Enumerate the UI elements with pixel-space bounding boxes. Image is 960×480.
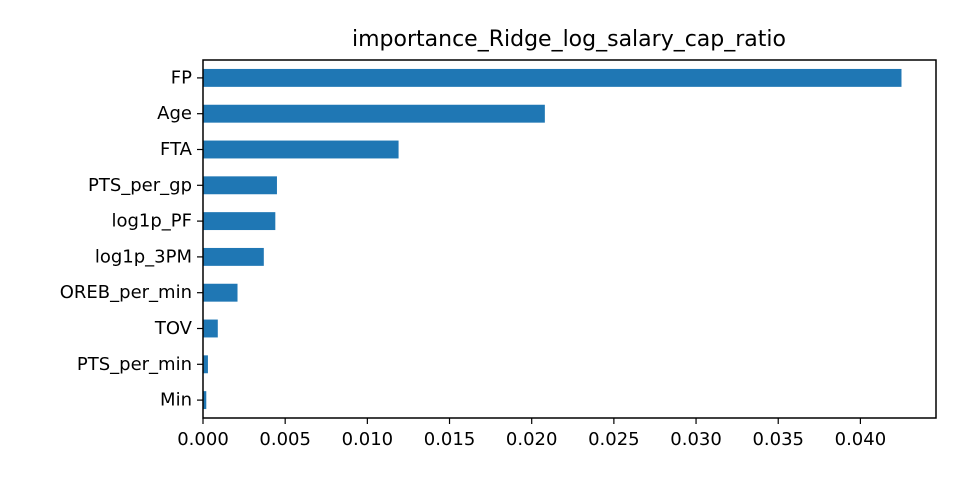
x-tick-label: 0.005 bbox=[259, 429, 311, 450]
bar-log1p_PF bbox=[203, 212, 276, 231]
y-tick-label: FP bbox=[171, 67, 192, 88]
x-axis: 0.000 0.005 0.010 0.015 0.020 0.025 0.030 0.035… bbox=[177, 418, 886, 450]
x-tick-label: 0.015 bbox=[424, 429, 476, 450]
y-tick-label: log1p_3PM bbox=[95, 246, 192, 267]
y-tick-label: Min bbox=[160, 390, 192, 411]
y-tick-label: PTS_per_min bbox=[77, 354, 192, 375]
x-tick-label: 0.030 bbox=[670, 429, 722, 450]
x-tick-label: 0.025 bbox=[588, 429, 640, 450]
y-tick-label: log1p_PF bbox=[111, 211, 192, 232]
chart-title: importance_Ridge_log_salary_cap_ratio bbox=[352, 27, 786, 52]
x-tick-label: 0.035 bbox=[752, 429, 804, 450]
x-tick-label: 0.010 bbox=[342, 429, 394, 450]
bar-TOV bbox=[203, 319, 218, 338]
bar-PTS_per_gp bbox=[203, 176, 277, 195]
plot-frame bbox=[202, 59, 937, 419]
bar-OREB_per_min bbox=[203, 283, 238, 302]
x-tick-label: 0.020 bbox=[506, 429, 558, 450]
y-tick-label: PTS_per_gp bbox=[88, 175, 192, 196]
y-tick-label: Age bbox=[157, 103, 192, 124]
bar-Age bbox=[203, 104, 545, 123]
bar-log1p_3PM bbox=[203, 247, 264, 266]
y-tick-label: OREB_per_min bbox=[60, 282, 192, 303]
x-tick-label: 0.040 bbox=[835, 429, 887, 450]
y-tick-label: TOV bbox=[154, 318, 193, 339]
y-tick-label: FTA bbox=[160, 139, 193, 160]
bar-Min bbox=[203, 391, 207, 410]
bar-FP bbox=[203, 68, 902, 87]
x-tick-label: 0.000 bbox=[177, 429, 229, 450]
bar-PTS_per_min bbox=[203, 355, 208, 374]
bars-group bbox=[203, 68, 902, 410]
y-axis: FP Age FTA PTS_per_gp log1p_PF log1p_3PM OREB_… bbox=[60, 67, 203, 411]
bar-FTA bbox=[203, 140, 399, 159]
